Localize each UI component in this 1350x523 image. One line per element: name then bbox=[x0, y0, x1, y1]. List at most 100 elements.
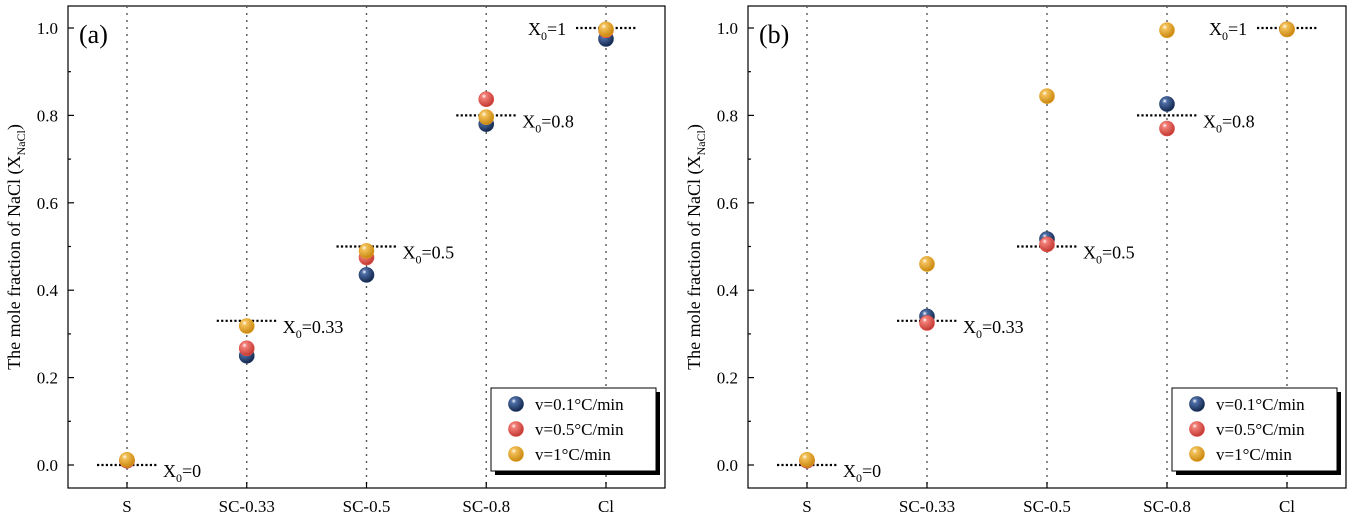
x-tick-label: SC-0.5 bbox=[343, 497, 391, 516]
x-tick-label: Cl bbox=[1279, 497, 1295, 516]
x0-label-x: X bbox=[963, 317, 976, 337]
data-point-v05 bbox=[238, 340, 255, 357]
data-point-v1 bbox=[1039, 88, 1055, 104]
x-tick-label: S bbox=[802, 497, 811, 516]
data-point-v05 bbox=[478, 91, 495, 108]
legend-label: v=0.5°C/min bbox=[1216, 420, 1305, 439]
x0-label-sub: 0 bbox=[296, 327, 302, 341]
x-tick-label: SC-0.5 bbox=[1023, 497, 1071, 516]
panel-label: (b) bbox=[759, 20, 789, 49]
x0-label-sub: 0 bbox=[541, 29, 547, 43]
y-axis-label-text: The mole fraction of NaCl (X bbox=[4, 155, 25, 369]
x0-label-value: =0 bbox=[862, 461, 881, 481]
data-point-v05 bbox=[1159, 120, 1175, 137]
x0-label-value: =0.5 bbox=[1102, 243, 1135, 263]
y-axis-label-sub: NaCl bbox=[14, 129, 28, 155]
x0-label-value: =0.8 bbox=[1222, 111, 1255, 131]
y-tick-label: 0.0 bbox=[37, 456, 58, 475]
x0-label-value: =0.33 bbox=[302, 317, 344, 337]
x-tick-label: S bbox=[122, 497, 131, 516]
legend-marker-v01 bbox=[508, 396, 524, 412]
legend-marker-v1 bbox=[508, 446, 524, 462]
legend-label: v=0.1°C/min bbox=[1216, 395, 1305, 414]
y-axis-label-sub: NaCl bbox=[694, 129, 708, 155]
panel-b: 0.0 0.2 0.4 0.6 0.8 1.0 S SC-0.33 SC-0.5 SC-0.8 Cl… bbox=[684, 5, 1347, 516]
x0-label: X0=0.5 bbox=[1083, 243, 1135, 267]
x0-label-x: X bbox=[843, 461, 856, 481]
legend-marker-v05 bbox=[508, 421, 524, 437]
legend-label: v=1°C/min bbox=[535, 445, 611, 464]
legend-marker-v05 bbox=[1189, 421, 1205, 437]
legend-marker-v01 bbox=[1189, 396, 1205, 412]
y-tick-label: 0.8 bbox=[37, 106, 58, 125]
data-point-v1 bbox=[478, 109, 495, 125]
legend-label: v=1°C/min bbox=[1216, 445, 1292, 464]
data-point-v1 bbox=[799, 451, 815, 468]
x0-label-value: =0.8 bbox=[541, 111, 574, 131]
data-point-v1 bbox=[358, 243, 375, 259]
x0-label-x: X bbox=[403, 243, 416, 263]
x0-label: X0=1 bbox=[1209, 19, 1247, 43]
x0-label: X0=0.5 bbox=[403, 243, 455, 267]
x0-label: X0=0.8 bbox=[1203, 111, 1255, 135]
x0-label-sub: 0 bbox=[1096, 253, 1102, 267]
x0-label-value: =0 bbox=[182, 461, 201, 481]
y-tick-label: 0.2 bbox=[37, 369, 58, 388]
y-tick-label: 0.4 bbox=[37, 281, 59, 300]
data-point-v01 bbox=[1159, 96, 1175, 112]
y-axis-label: The mole fraction of NaCl (XNaCl) bbox=[4, 124, 28, 370]
x0-label-x: X bbox=[1209, 19, 1222, 39]
x0-label: X0=0.8 bbox=[522, 111, 574, 135]
data-point-v01 bbox=[358, 267, 375, 283]
x0-label-x: X bbox=[1083, 243, 1096, 263]
x0-label: X0=1 bbox=[528, 19, 566, 43]
x0-label-x: X bbox=[283, 317, 296, 337]
y-tick-label: 0.0 bbox=[717, 456, 738, 475]
data-point-v1 bbox=[598, 21, 614, 38]
x0-label-sub: 0 bbox=[856, 471, 862, 485]
x0-label-x: X bbox=[1203, 111, 1216, 131]
y-axis-label: The mole fraction of NaCl (XNaCl) bbox=[684, 124, 708, 370]
panel-a: 0.0 0.2 0.4 0.6 0.8 1.0 S SC-0.33 SC-0.5 SC-0.8 Cl… bbox=[4, 5, 666, 516]
x0-label-x: X bbox=[528, 19, 541, 39]
x0-label: X0=0 bbox=[163, 461, 201, 485]
y-axis-label-end: ) bbox=[684, 124, 705, 130]
x0-label-sub: 0 bbox=[535, 121, 541, 135]
y-tick-label: 1.0 bbox=[717, 19, 738, 38]
legend-label: v=0.5°C/min bbox=[535, 420, 624, 439]
y-tick-label: 1.0 bbox=[37, 19, 58, 38]
data-point-v1 bbox=[1159, 22, 1175, 38]
x0-label-value: =1 bbox=[1228, 19, 1247, 39]
data-point-v05 bbox=[1039, 236, 1055, 253]
x0-label-value: =0.33 bbox=[982, 317, 1024, 337]
x-tick-label: Cl bbox=[598, 497, 614, 516]
panel-label: (a) bbox=[79, 20, 108, 49]
data-point-v1 bbox=[1279, 21, 1295, 38]
y-tick-label: 0.6 bbox=[717, 194, 738, 213]
data-point-v1 bbox=[238, 318, 255, 334]
y-tick-label: 0.2 bbox=[717, 369, 738, 388]
x-tick-label: SC-0.33 bbox=[899, 497, 955, 516]
y-tick-label: 0.4 bbox=[717, 281, 739, 300]
x0-label: X0=0.33 bbox=[963, 317, 1024, 341]
x0-label: X0=0.33 bbox=[283, 317, 344, 341]
x0-label: X0=0 bbox=[843, 461, 881, 485]
legend-label: v=0.1°C/min bbox=[535, 395, 624, 414]
legend-marker-v1 bbox=[1189, 446, 1205, 462]
y-axis-label-end: ) bbox=[4, 124, 25, 130]
x0-label-sub: 0 bbox=[1216, 121, 1222, 135]
x0-label-x: X bbox=[163, 461, 176, 481]
y-tick-label: 0.8 bbox=[717, 106, 738, 125]
data-point-v1 bbox=[119, 451, 135, 468]
x0-label-sub: 0 bbox=[976, 327, 982, 341]
x0-label-sub: 0 bbox=[416, 253, 422, 267]
x-tick-label: SC-0.8 bbox=[462, 497, 510, 516]
x0-label-value: =1 bbox=[547, 19, 566, 39]
x-tick-label: SC-0.33 bbox=[219, 497, 275, 516]
x0-label-value: =0.5 bbox=[422, 243, 455, 263]
y-axis-label-text: The mole fraction of NaCl (X bbox=[684, 155, 705, 369]
x0-label-sub: 0 bbox=[1222, 29, 1228, 43]
y-tick-label: 0.6 bbox=[37, 194, 58, 213]
x0-label-x: X bbox=[522, 111, 535, 131]
